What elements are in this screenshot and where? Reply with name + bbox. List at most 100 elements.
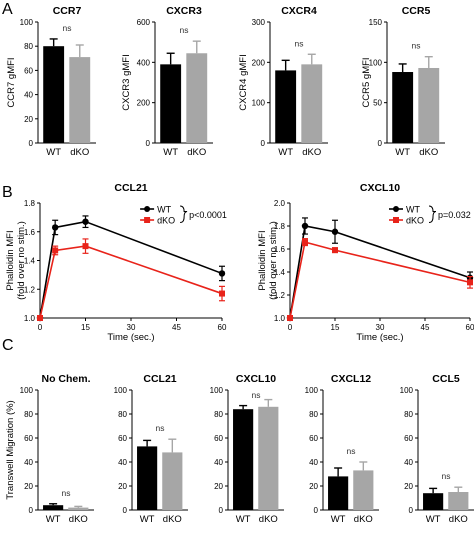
y-tick-label: 1.0 (274, 314, 286, 323)
y-tick-label: 50 (373, 99, 382, 108)
y-axis-label: Phalloidin MFI (5, 230, 16, 290)
y-tick-label: 60 (24, 66, 33, 75)
data-point (52, 247, 59, 254)
x-tick-label: WT (331, 514, 346, 525)
legend-swatch-marker (393, 217, 399, 223)
y-tick-label: 40 (24, 458, 33, 467)
legend-bracket (428, 205, 437, 223)
significance-label: ns (62, 488, 71, 498)
significance-label: ns (412, 41, 421, 51)
legend-label-wt: WT (157, 205, 171, 215)
panel-letter-a: A (2, 1, 13, 18)
chart-title: CCL21 (143, 373, 176, 385)
y-tick-label: 80 (24, 410, 33, 419)
y-tick-label: 1.2 (274, 291, 286, 300)
series-line (289, 241, 471, 319)
y-tick-label: 100 (400, 386, 414, 395)
x-tick-label: dKO (187, 147, 206, 158)
series-dko (37, 238, 225, 321)
chart-title: CXCR3 (166, 5, 202, 17)
y-tick-label: 20 (24, 482, 33, 491)
bar-dko (353, 470, 374, 510)
bar-wt (392, 72, 414, 143)
x-tick-label: 0 (38, 323, 43, 332)
significance-label: ns (63, 23, 72, 33)
data-point (37, 315, 43, 321)
y-tick-label: 100 (252, 99, 266, 108)
x-tick-label: dKO (259, 514, 278, 525)
bar-wt (233, 409, 254, 510)
x-tick-label: dKO (419, 147, 438, 158)
y-tick-label: 150 (369, 18, 383, 27)
y-tick-label: 100 (369, 58, 383, 67)
bar-chart-6: No Chem. 0 20 40 60 80 100 Transwell Migration … (5, 373, 94, 525)
series-line (39, 220, 223, 319)
legend-swatch-marker (144, 217, 151, 223)
x-tick-label: dKO (163, 514, 182, 525)
x-tick-label: 45 (421, 323, 430, 332)
chart-title: CCR7 (53, 5, 82, 17)
x-tick-label: WT (395, 147, 410, 158)
data-point (51, 224, 59, 231)
chart-title: CXCR4 (281, 5, 317, 17)
y-tick-label: 1.4 (24, 257, 36, 266)
y-tick-label: 100 (305, 386, 319, 395)
bar-dko (69, 57, 91, 144)
data-point (332, 247, 338, 254)
chart-title: CCL5 (432, 373, 460, 385)
x-tick-label: dKO (449, 514, 468, 525)
y-tick-label: 2.0 (274, 199, 286, 208)
data-point (467, 279, 473, 286)
bar-wt (43, 46, 65, 144)
bar-dko (301, 64, 323, 143)
y-tick-label: 1.4 (274, 268, 286, 277)
x-tick-label: 30 (376, 323, 385, 332)
chart-title: CCR5 (402, 5, 431, 17)
data-point (287, 315, 293, 321)
y-tick-label: 40 (24, 91, 33, 100)
y-tick-label: 80 (118, 410, 127, 419)
bar-dko (258, 406, 279, 510)
y-axis-label: CCR5 gMFI (361, 57, 372, 107)
y-tick-label: 200 (137, 99, 151, 108)
y-tick-label: 20 (214, 482, 223, 491)
data-point (82, 243, 89, 250)
line-chart-4: CCL21 1.0 1.2 1.4 1.6 1.8 0 15 30 45 60 Time (sec.)… (5, 182, 227, 343)
y-tick-label: 20 (24, 115, 33, 124)
y-tick-label: 0 (29, 506, 34, 515)
y-tick-label: 60 (309, 434, 318, 443)
y-tick-label: 60 (214, 434, 223, 443)
data-point (301, 222, 309, 230)
y-tick-label: 20 (404, 482, 413, 491)
x-tick-label: dKO (69, 514, 88, 525)
x-tick-label: dKO (302, 147, 321, 158)
chart-title: No Chem. (41, 373, 90, 385)
y-tick-label: 400 (137, 58, 151, 67)
significance-label: ns (180, 25, 189, 35)
y-tick-label: 80 (404, 410, 413, 419)
series-line (289, 225, 471, 319)
x-tick-label: 0 (288, 323, 293, 332)
y-tick-label: 0 (219, 506, 224, 515)
bar-chart-7: CCL21 0 20 40 60 80 100 WT dKO ns (114, 373, 188, 525)
x-tick-label: dKO (354, 514, 373, 525)
y-tick-label: 1.6 (274, 245, 286, 254)
y-tick-label: 1.2 (24, 285, 36, 294)
y-axis-label-secondary: (fold over no stim.) (16, 221, 27, 300)
legend-swatch-marker (393, 206, 399, 212)
bar-chart-1: CXCR3 0 200 400 600 CXCR3 gMFI WT dKO ns (121, 5, 213, 158)
x-tick-label: WT (236, 514, 251, 525)
significance-label: ns (295, 38, 304, 48)
legend-label-dko: dKO (406, 216, 424, 226)
y-tick-label: 1.6 (24, 228, 36, 237)
bar-wt (43, 505, 64, 510)
y-tick-label: 0 (123, 506, 128, 515)
data-point (218, 270, 226, 277)
significance-label: ns (442, 471, 451, 481)
data-point (82, 218, 89, 225)
y-tick-label: 20 (309, 482, 318, 491)
line-chart-5: CXCL10 1.0 1.2 1.4 1.6 1.8 2.0 0 15 30 45 60 Time (s… (257, 182, 474, 343)
panel-letter-c: C (2, 337, 14, 354)
y-tick-label: 100 (20, 386, 34, 395)
